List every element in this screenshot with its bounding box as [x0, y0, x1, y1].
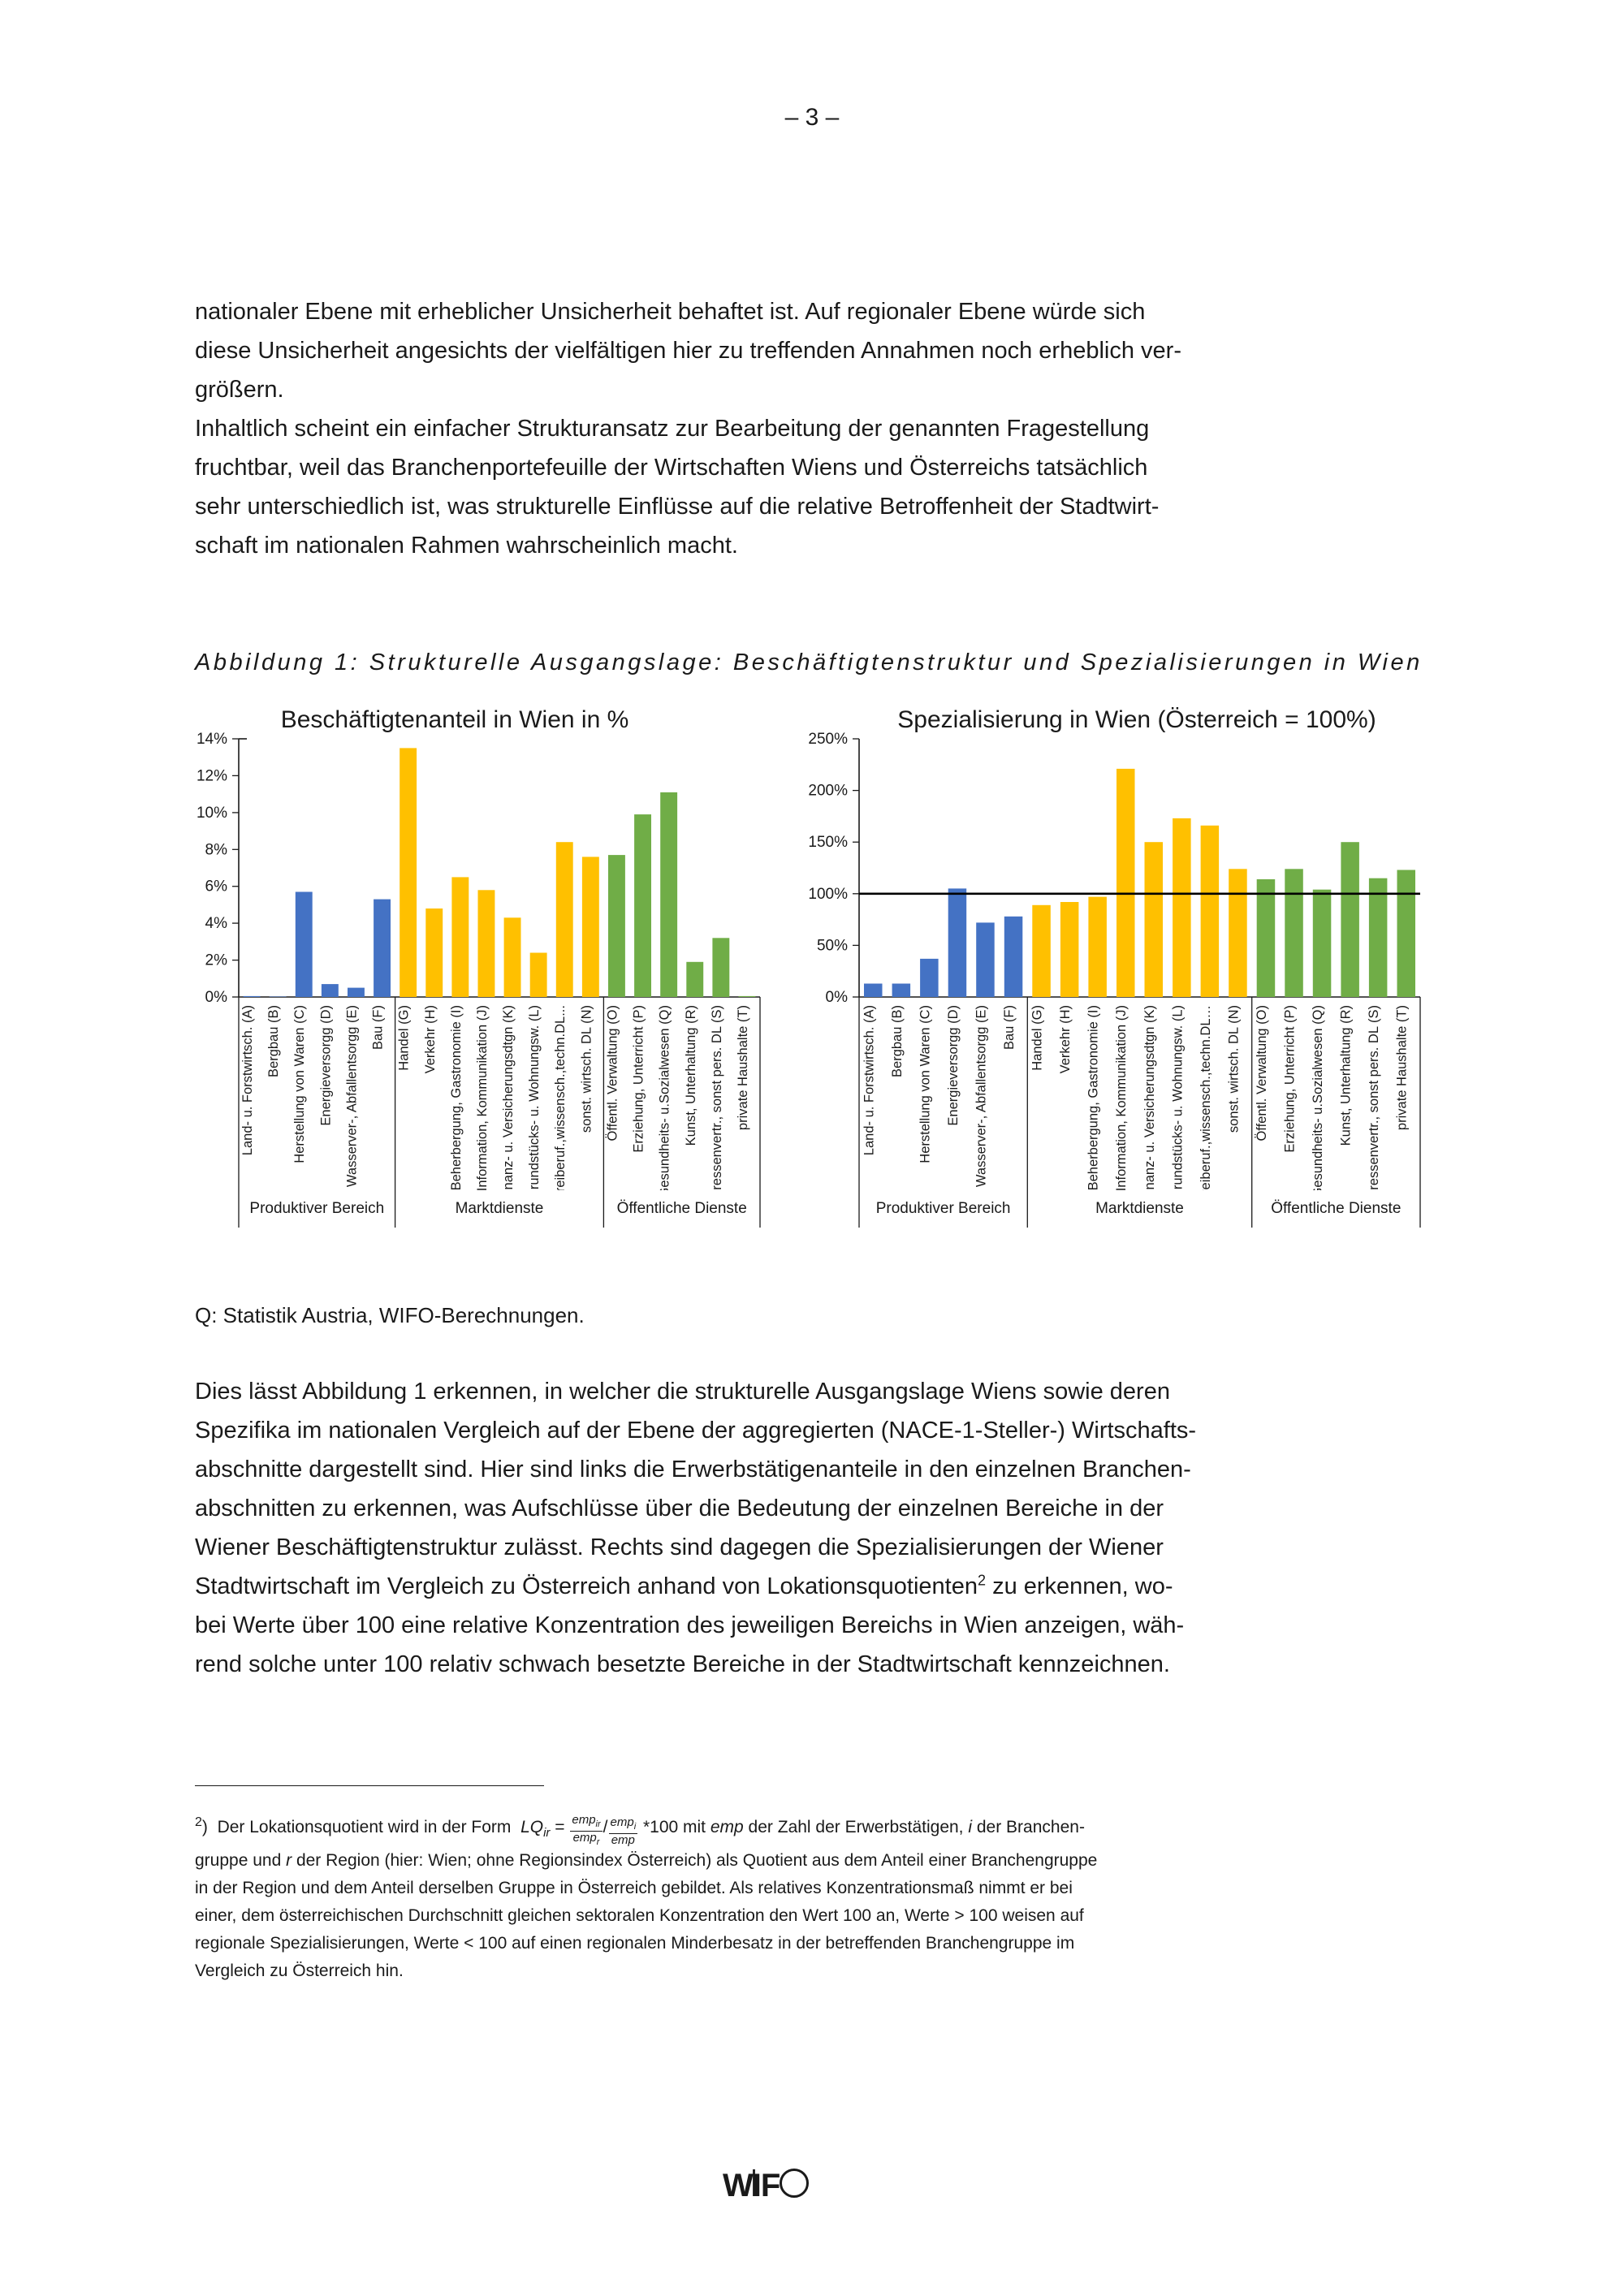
svg-text:14%: 14%: [197, 731, 227, 748]
svg-text:Kunst, Unterhaltung (R): Kunst, Unterhaltung (R): [684, 1005, 698, 1146]
svg-text:WIF: WIF: [723, 2168, 780, 2203]
svg-text:Handel (G): Handel (G): [1030, 1005, 1045, 1071]
svg-text:Energieversorgg (D): Energieversorgg (D): [946, 1005, 961, 1126]
svg-text:Marktdienste: Marktdienste: [1095, 1200, 1184, 1217]
svg-text:Produktiver Bereich: Produktiver Bereich: [876, 1200, 1011, 1217]
svg-text:sonst. wirtsch. DL (N): sonst. wirtsch. DL (N): [1226, 1005, 1241, 1133]
svg-text:private Haushalte (T): private Haushalte (T): [1395, 1005, 1410, 1130]
svg-text:Information, Kommunikation (J): Information, Kommunikation (J): [1114, 1005, 1129, 1191]
svg-text:Bau (F): Bau (F): [1002, 1005, 1017, 1050]
svg-text:250%: 250%: [808, 731, 848, 748]
svg-text:200%: 200%: [808, 783, 848, 800]
svg-text:Interessenvertr., sonst pers.: Interessenvertr., sonst pers. DL (S): [1367, 1005, 1381, 1212]
svg-text:Bergbau (B): Bergbau (B): [890, 1005, 905, 1077]
svg-text:Verkehr (H): Verkehr (H): [423, 1005, 438, 1073]
svg-text:Erziehung, Unterricht (P): Erziehung, Unterricht (P): [1283, 1005, 1298, 1153]
svg-text:12%: 12%: [197, 767, 227, 784]
svg-text:Öffentl. Verwaltung (O): Öffentl. Verwaltung (O): [606, 1005, 620, 1142]
svg-text:Energieversorgg (D): Energieversorgg (D): [318, 1005, 333, 1126]
svg-text:Erziehung, Unterricht (P): Erziehung, Unterricht (P): [632, 1005, 646, 1153]
svg-text:Erbringg.freiberuf.,wissensch.: Erbringg.freiberuf.,wissensch.,techn.DL.…: [553, 1005, 568, 1250]
svg-text:Öffentliche Dienste: Öffentliche Dienste: [1271, 1200, 1401, 1217]
svg-text:100%: 100%: [808, 886, 848, 903]
svg-text:Kunst, Unterhaltung (R): Kunst, Unterhaltung (R): [1339, 1005, 1354, 1146]
svg-text:8%: 8%: [205, 841, 228, 858]
svg-text:Erbringg.freiberuf.,wissensch.: Erbringg.freiberuf.,wissensch.,techn.DL…: [1199, 1005, 1213, 1252]
svg-text:Bau (F): Bau (F): [371, 1005, 386, 1050]
svg-text:Produktiver Bereich: Produktiver Bereich: [249, 1200, 384, 1217]
svg-text:Verkehr (H): Verkehr (H): [1058, 1005, 1073, 1073]
svg-text:Beherbergung, Gastronomie (I): Beherbergung, Gastronomie (I): [449, 1005, 464, 1190]
svg-text:Finanz- u. Versicherungsdtgn (: Finanz- u. Versicherungsdtgn (K): [1142, 1005, 1157, 1201]
svg-text:Interessenvertr., sonst pers.: Interessenvertr., sonst pers. DL (S): [710, 1005, 724, 1212]
svg-text:Marktdienste: Marktdienste: [456, 1200, 544, 1217]
svg-text:sonst. wirtsch. DL (N): sonst. wirtsch. DL (N): [579, 1005, 594, 1133]
svg-text:Grundstücks- u. Wohnungsw. (L): Grundstücks- u. Wohnungsw. (L): [527, 1005, 542, 1200]
svg-text:Finanz- u. Versicherungsdtgn (: Finanz- u. Versicherungsdtgn (K): [501, 1005, 516, 1201]
svg-text:Gesundheits- u.Sozialwesen (Q): Gesundheits- u.Sozialwesen (Q): [658, 1005, 672, 1198]
svg-text:150%: 150%: [808, 834, 848, 851]
svg-text:Bergbau (B): Bergbau (B): [266, 1005, 281, 1077]
svg-text:Gesundheits- u.Sozialwesen (Q): Gesundheits- u.Sozialwesen (Q): [1311, 1005, 1325, 1198]
svg-text:Öffentliche Dienste: Öffentliche Dienste: [617, 1200, 747, 1217]
svg-text:Handel (G): Handel (G): [397, 1005, 412, 1071]
svg-text:Grundstücks- u. Wohnungsw. (L): Grundstücks- u. Wohnungsw. (L): [1170, 1005, 1185, 1200]
svg-text:Beherbergung, Gastronomie (I): Beherbergung, Gastronomie (I): [1086, 1005, 1101, 1190]
svg-text:0%: 0%: [826, 989, 849, 1006]
svg-text:50%: 50%: [817, 937, 848, 954]
svg-text:Wasserver-, Abfallentsorgg (E): Wasserver-, Abfallentsorgg (E): [344, 1005, 359, 1187]
svg-text:Land- u. Forstwirtsch. (A): Land- u. Forstwirtsch. (A): [240, 1005, 255, 1155]
svg-text:6%: 6%: [205, 878, 228, 896]
svg-text:Wasserver-, Abfallentsorgg (E): Wasserver-, Abfallentsorgg (E): [974, 1005, 989, 1187]
svg-text:Spezialisierung in Wien (Öster: Spezialisierung in Wien (Österreich = 10…: [897, 706, 1376, 733]
svg-text:Herstellung von Waren (C): Herstellung von Waren (C): [918, 1005, 932, 1163]
svg-text:2%: 2%: [205, 952, 228, 969]
svg-text:0%: 0%: [205, 989, 228, 1006]
svg-text:Öffentl. Verwaltung (O): Öffentl. Verwaltung (O): [1255, 1005, 1269, 1142]
svg-text:Beschäftigtenanteil in Wien in: Beschäftigtenanteil in Wien in %: [281, 706, 629, 733]
svg-text:Information, Kommunikation (J): Information, Kommunikation (J): [475, 1005, 490, 1191]
svg-text:Land- u. Forstwirtsch. (A): Land- u. Forstwirtsch. (A): [862, 1005, 876, 1155]
svg-text:private Haushalte (T): private Haushalte (T): [736, 1005, 750, 1130]
svg-text:4%: 4%: [205, 915, 228, 932]
svg-text:Herstellung von Waren (C): Herstellung von Waren (C): [292, 1005, 307, 1163]
svg-text:10%: 10%: [197, 805, 227, 822]
